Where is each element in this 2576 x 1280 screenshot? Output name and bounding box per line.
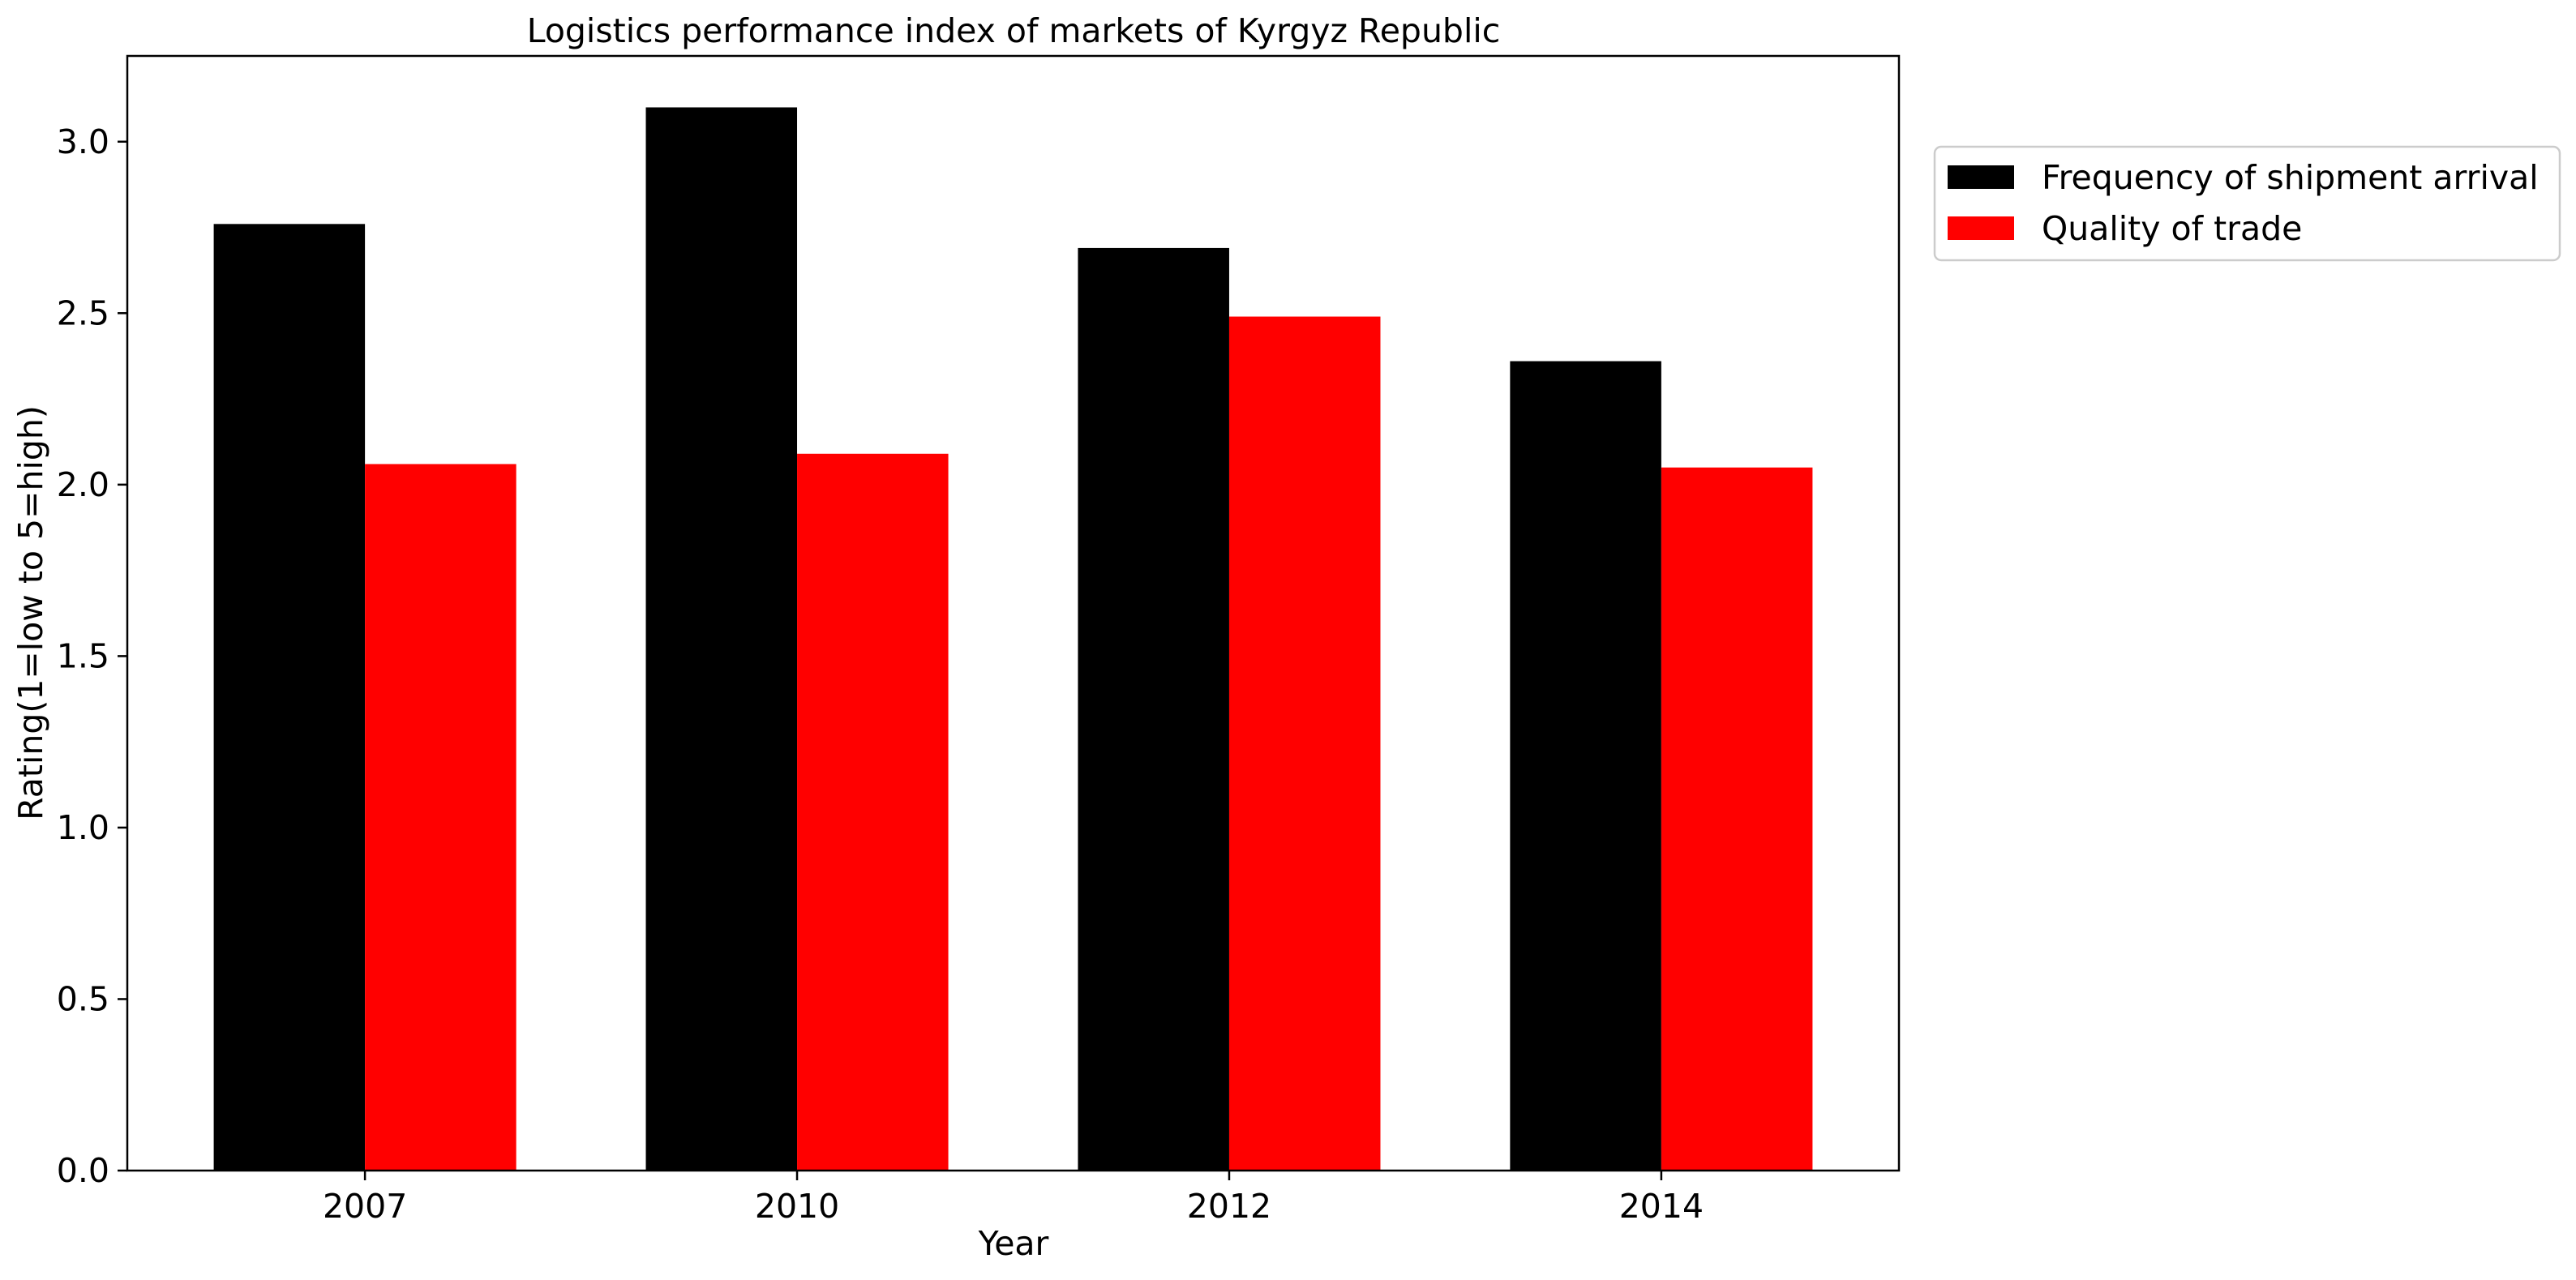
legend-label-0: Frequency of shipment arrival [2042,158,2539,197]
y-tick-label: 0.5 [57,979,109,1018]
legend-swatch-1 [1948,216,2014,240]
x-tick-label: 2007 [323,1187,407,1226]
plot-frame [126,54,1901,1172]
x-tick-label: 2010 [755,1187,839,1226]
x-tick-label: 2014 [1619,1187,1704,1226]
bar-series-0-2014 [1510,361,1661,1171]
bar-series-0-2012 [1078,247,1229,1171]
bar-series-1-2014 [1661,467,1813,1171]
y-tick-label: 3.0 [57,122,109,161]
bar-series-1-2010 [797,453,949,1171]
y-tick-label: 2.0 [57,465,109,504]
legend-swatch-0 [1948,165,2014,189]
bar-series-0-2007 [213,224,366,1171]
x-axis-label: Year [978,1224,1049,1263]
bar-series-1-2007 [365,464,516,1171]
legend-box [1933,145,2561,262]
x-axis: 2007 2010 2012 2014 [323,1171,1704,1226]
x-tick-label: 2012 [1187,1187,1271,1226]
bar-series-0-2010 [645,107,798,1171]
y-tick-label: 1.0 [57,808,109,847]
y-tick-label: 2.5 [57,293,109,332]
bar-series-1-2012 [1228,316,1381,1171]
bars-layer [213,107,1813,1171]
legend: Frequency of shipment arrival Quality of … [1933,145,2561,262]
legend-label-1: Quality of trade [2042,209,2302,248]
y-axis: 0.0 0.5 1.0 1.5 2.0 2.5 3.0 [57,122,127,1190]
y-tick-label: 1.5 [57,636,109,675]
chart-title: Logistics performance index of markets o… [527,11,1501,50]
y-tick-label: 0.0 [57,1151,109,1190]
y-axis-label: Rating(1=low to 5=high) [11,405,50,820]
legend-entries: Frequency of shipment arrival Quality of … [1948,158,2539,248]
